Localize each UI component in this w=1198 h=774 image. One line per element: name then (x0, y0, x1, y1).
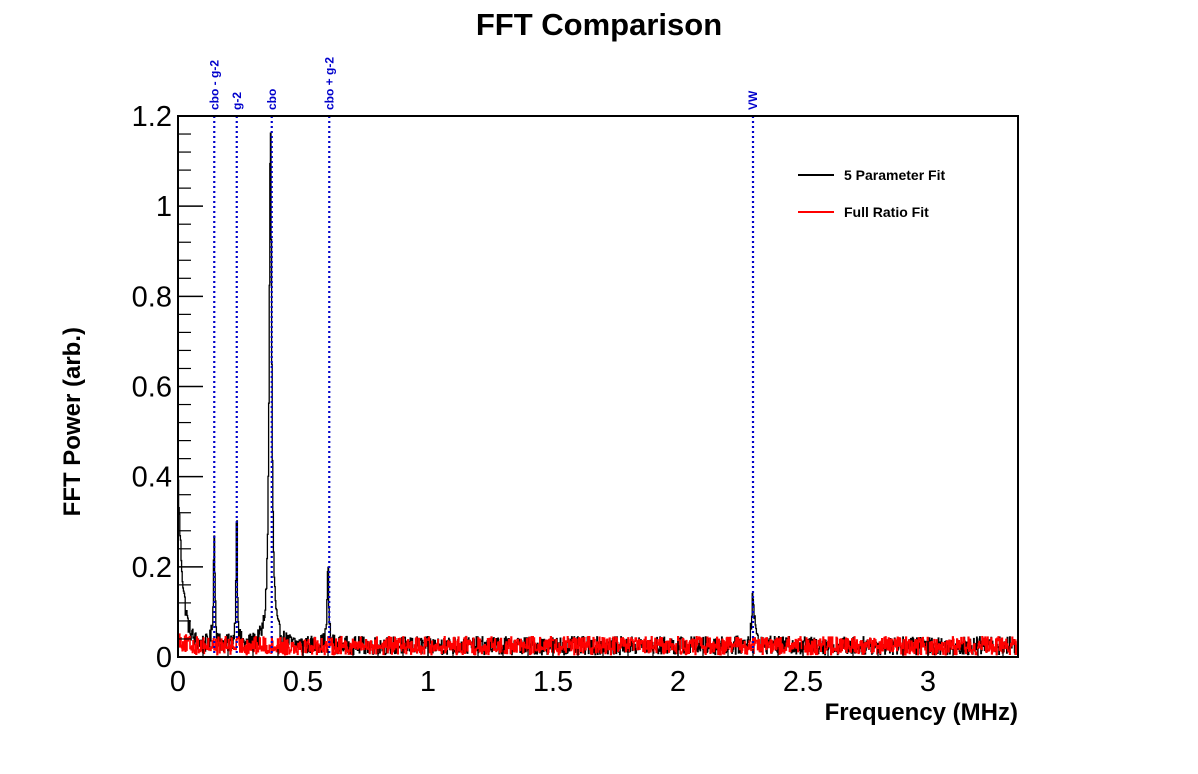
legend: 5 Parameter Fit Full Ratio Fit (798, 167, 945, 220)
ticks-layer: 0 0.5 1 1.5 2 2.5 3 0 0.2 0.4 0.6 0.8 1 1.2 (132, 101, 1004, 698)
x-tick-label: 1.5 (533, 666, 573, 698)
y-tick-label: 0.8 (132, 281, 172, 313)
y-axis-title: FFT Power (arb.) (59, 327, 86, 516)
y-tick-label: 0.4 (132, 462, 172, 494)
marker-label-cbo: cbo (265, 89, 279, 110)
y-tick-label: 0.6 (132, 372, 172, 404)
marker-label-cbo-g-2: cbo - g-2 (207, 60, 221, 110)
marker-label-cbo-g-2: cbo + g-2 (322, 57, 336, 110)
y-tick-label: 1.2 (132, 101, 172, 133)
marker-layer: cbo - g-2 g-2 cbo cbo + g-2 VW (207, 57, 760, 657)
x-tick-label: 2.5 (783, 666, 823, 698)
legend-label-5-parameter-fit: 5 Parameter Fit (844, 167, 945, 183)
x-axis-title: Frequency (MHz) (825, 699, 1018, 726)
y-tick-label: 1 (156, 191, 172, 223)
plot-frame (177, 115, 1019, 658)
marker-label-g-2: g-2 (230, 92, 244, 110)
y-tick-label: 0 (156, 642, 172, 674)
x-tick-label: 0.5 (283, 666, 323, 698)
legend-label-full-ratio-fit: Full Ratio Fit (844, 204, 929, 220)
x-tick-label: 1 (420, 666, 436, 698)
y-tick-label: 0.2 (132, 552, 172, 584)
x-tick-label: 0 (170, 666, 186, 698)
chart-title: FFT Comparison (476, 7, 722, 42)
x-tick-label: 2 (670, 666, 686, 698)
x-tick-label: 3 (920, 666, 936, 698)
series-line-full-ratio-fit (177, 633, 1019, 656)
marker-label-vw: VW (746, 90, 760, 110)
